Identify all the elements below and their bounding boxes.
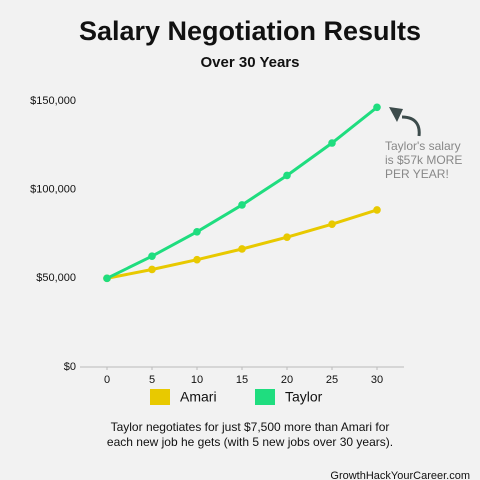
data-point — [103, 274, 111, 283]
series-line — [106, 208, 378, 280]
data-point — [328, 139, 336, 147]
data-point — [283, 233, 291, 241]
x-tick-label: 25 — [326, 374, 338, 386]
data-point — [148, 265, 156, 274]
annotation-arrow — [401, 115, 421, 137]
legend-label: Amari — [180, 389, 217, 405]
chart-title: Salary Negotiation Results — [79, 16, 421, 46]
annotation-arrowhead — [389, 107, 403, 122]
annotation: PER YEAR! — [385, 167, 449, 181]
annotation: is $57k MORE — [385, 153, 462, 167]
x-tick-label: 5 — [149, 374, 155, 386]
y-tick-label: $150,000 — [30, 95, 76, 107]
footnote: Taylor negotiates for just $7,500 more t… — [111, 420, 390, 434]
y-tick-label: $100,000 — [30, 184, 76, 196]
data-point — [238, 201, 246, 209]
annotation: Taylor's salary — [385, 139, 461, 153]
y-tick-label: $50,000 — [36, 272, 76, 284]
legend-swatch — [150, 389, 170, 405]
legend-label: Taylor — [285, 389, 323, 405]
x-tick-label: 0 — [104, 374, 110, 386]
data-point — [193, 227, 201, 236]
source: GrowthHackYourCareer.com — [330, 470, 470, 480]
data-point — [148, 252, 156, 260]
data-point — [283, 171, 291, 180]
data-point — [328, 220, 336, 229]
data-point — [373, 206, 381, 214]
data-point — [373, 103, 381, 112]
y-tick-label: $0 — [64, 361, 76, 373]
data-point — [193, 255, 201, 264]
legend-swatch — [255, 389, 275, 405]
data-point — [238, 245, 246, 253]
x-tick-label: 20 — [281, 374, 293, 386]
chart-subtitle: Over 30 Years — [201, 54, 300, 71]
x-tick-label: 30 — [371, 374, 383, 386]
x-tick-label: 10 — [191, 374, 203, 386]
x-tick-label: 15 — [236, 374, 248, 386]
footnote: each new job he gets (with 5 new jobs ov… — [107, 435, 393, 449]
